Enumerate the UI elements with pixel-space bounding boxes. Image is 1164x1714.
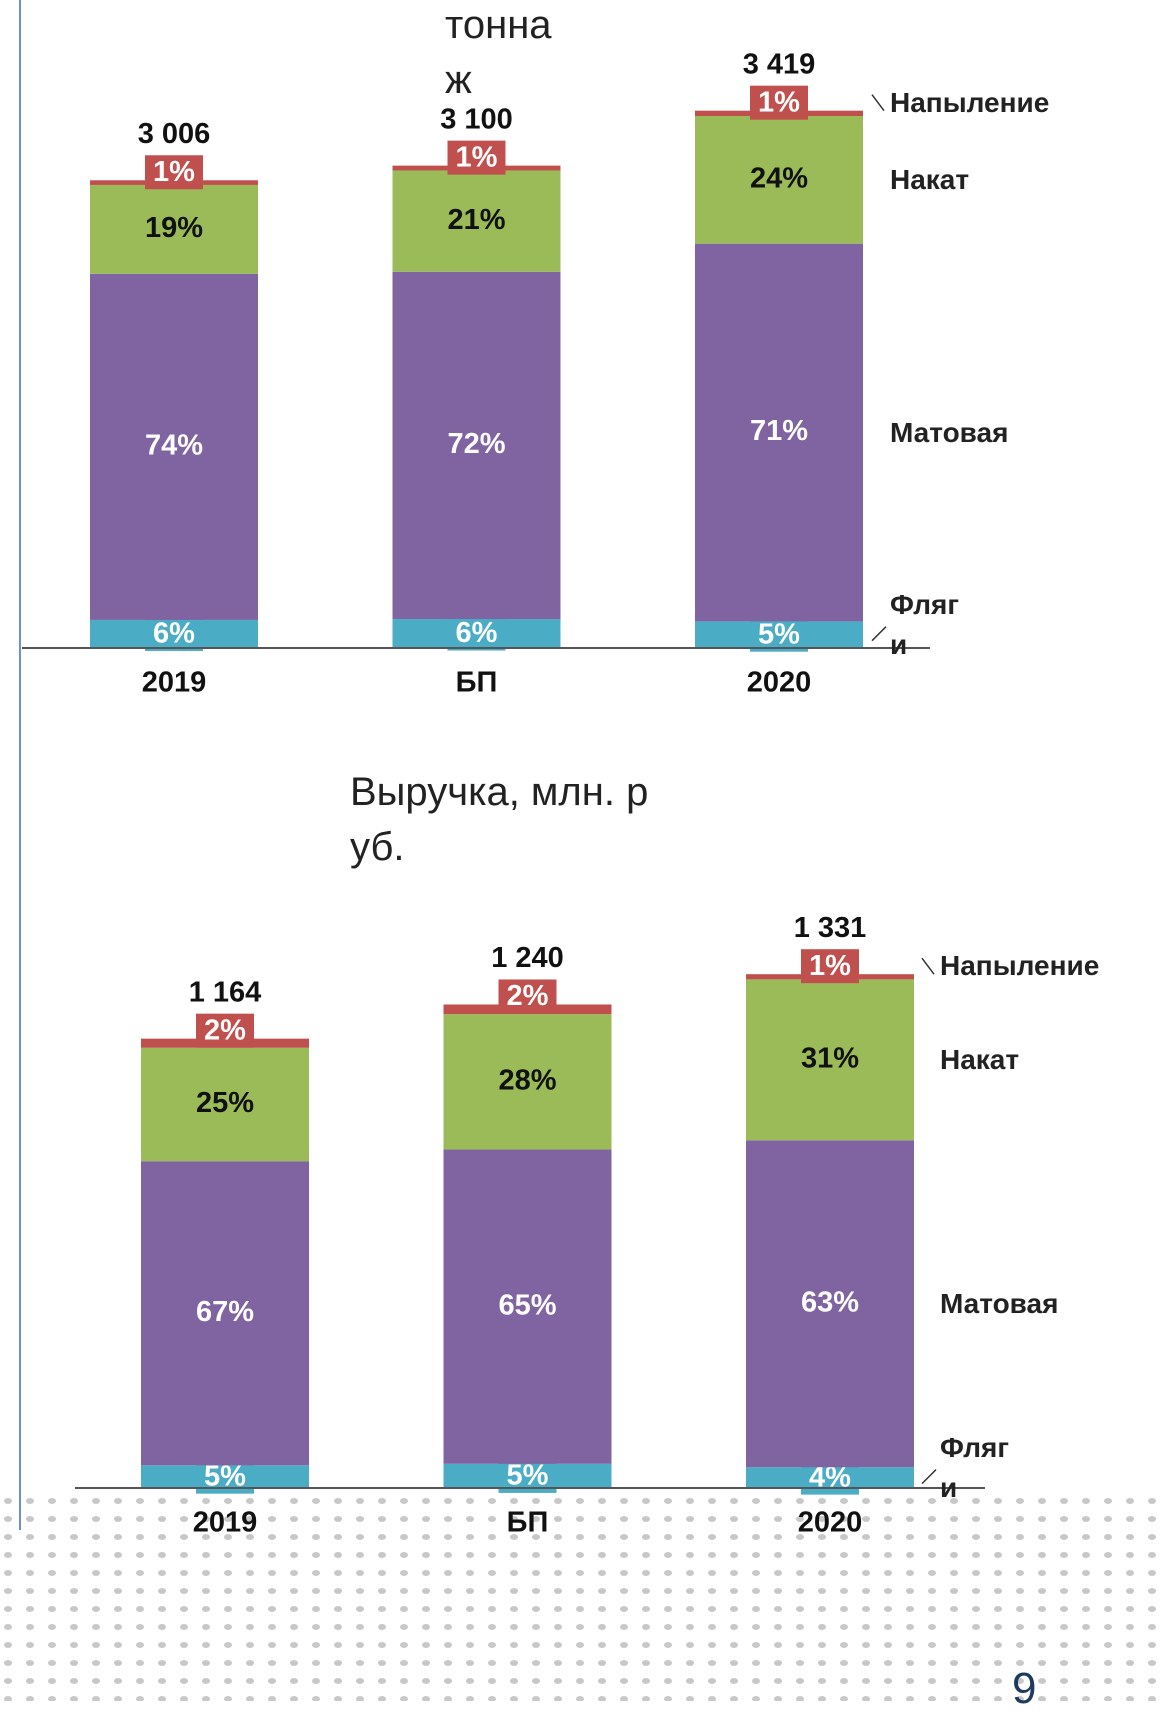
chart-title: тоннаж xyxy=(445,3,552,102)
bar-segment xyxy=(746,979,914,1141)
legend-label: Напыление xyxy=(940,950,1100,982)
label-box xyxy=(750,85,808,120)
chart-title: Выручка, млн. руб. xyxy=(350,770,649,869)
bar-segment xyxy=(443,1014,612,1150)
value-label: 1% xyxy=(758,86,800,118)
bar-segment xyxy=(746,1140,914,1468)
legend-label: Накат xyxy=(890,163,970,195)
label-box xyxy=(498,979,557,1014)
legend-label: Матовая xyxy=(940,1287,1059,1319)
bar-segment xyxy=(392,271,561,620)
value-label: 2% xyxy=(204,1014,246,1046)
value-label: 6% xyxy=(456,617,498,649)
bar-segment xyxy=(392,170,561,272)
label-box xyxy=(196,1013,254,1048)
value-label: 2% xyxy=(507,980,549,1012)
value-label: 1% xyxy=(456,141,498,173)
value-label: 63% xyxy=(801,1286,859,1318)
leader-line xyxy=(921,1469,937,1485)
x-tick-label: 2019 xyxy=(142,667,207,699)
value-label: 65% xyxy=(498,1289,556,1321)
value-label: 25% xyxy=(196,1087,254,1119)
value-label: 71% xyxy=(750,415,808,447)
total-label: 3 100 xyxy=(440,103,513,135)
legend-label: Напыление xyxy=(890,86,1050,118)
page-number: 9 xyxy=(1012,1664,1037,1713)
total-label: 3 006 xyxy=(138,118,211,150)
label-box xyxy=(801,949,859,984)
x-tick-label: 2020 xyxy=(747,667,812,699)
x-tick-label: 2019 xyxy=(193,1507,258,1539)
bar-segment xyxy=(90,184,258,274)
value-label: 21% xyxy=(447,204,505,236)
x-tick-label: БП xyxy=(507,1507,549,1539)
bar-segment xyxy=(141,1161,309,1466)
leader-line xyxy=(871,626,887,642)
bar-segment xyxy=(141,1047,309,1162)
value-label: 5% xyxy=(758,618,800,650)
leader-line xyxy=(921,957,935,975)
legend-label: Накат xyxy=(940,1043,1020,1075)
leader-line xyxy=(871,94,885,112)
value-label: 5% xyxy=(204,1460,246,1492)
value-label: 1% xyxy=(809,950,851,982)
value-label: 72% xyxy=(447,428,505,460)
label-box xyxy=(145,616,203,651)
total-label: 1 331 xyxy=(794,912,867,944)
label-box xyxy=(750,617,808,652)
legend-label: Фляги xyxy=(940,1431,1009,1503)
value-label: 31% xyxy=(801,1042,859,1074)
value-label: 6% xyxy=(153,618,195,650)
bar-segment xyxy=(90,273,258,620)
value-label: 5% xyxy=(507,1460,549,1492)
x-tick-label: 2020 xyxy=(798,1507,863,1539)
value-label: 19% xyxy=(145,212,203,244)
bar-segment xyxy=(695,116,863,244)
value-label: 74% xyxy=(145,430,203,462)
label-box xyxy=(447,140,506,175)
bar-segment xyxy=(443,1149,612,1464)
value-label: 24% xyxy=(750,162,808,194)
total-label: 1 240 xyxy=(491,942,564,974)
legend-label: Матовая xyxy=(890,416,1009,448)
total-label: 3 419 xyxy=(743,48,816,80)
total-label: 1 164 xyxy=(189,976,262,1008)
x-tick-label: БП xyxy=(456,667,498,699)
bar-segment xyxy=(695,243,863,622)
dot-pattern xyxy=(0,1495,1164,1701)
legend-label: Фляги xyxy=(890,588,959,660)
value-label: 1% xyxy=(153,156,195,188)
label-box xyxy=(447,616,506,651)
value-label: 67% xyxy=(196,1296,254,1328)
value-label: 28% xyxy=(498,1065,556,1097)
label-box xyxy=(145,155,203,190)
